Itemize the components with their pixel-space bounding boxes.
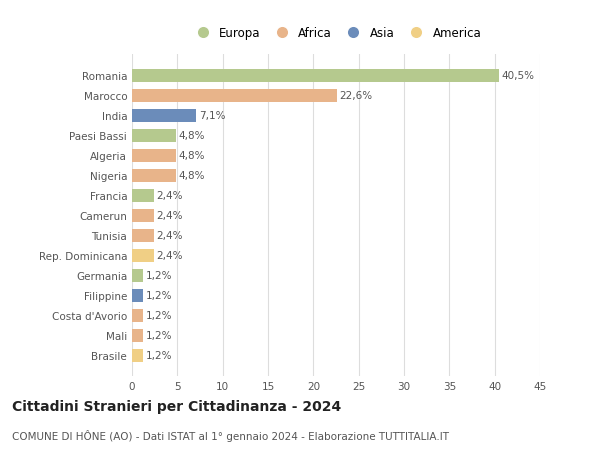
Text: 1,2%: 1,2% [146,270,172,280]
Text: 1,2%: 1,2% [146,350,172,360]
Bar [132,90,337,102]
Text: 4,8%: 4,8% [178,171,205,181]
Text: 1,2%: 1,2% [146,310,172,320]
Bar [132,209,154,222]
Bar [132,309,143,322]
Text: Cittadini Stranieri per Cittadinanza - 2024: Cittadini Stranieri per Cittadinanza - 2… [12,399,341,413]
Text: 4,8%: 4,8% [178,131,205,141]
Bar [132,189,154,202]
Bar [132,70,499,83]
Bar [132,289,143,302]
Bar [132,169,176,182]
Text: 2,4%: 2,4% [157,231,183,241]
Text: 22,6%: 22,6% [340,91,373,101]
Bar [132,349,143,362]
Text: COMUNE DI HÔNE (AO) - Dati ISTAT al 1° gennaio 2024 - Elaborazione TUTTITALIA.IT: COMUNE DI HÔNE (AO) - Dati ISTAT al 1° g… [12,429,449,441]
Bar [132,229,154,242]
Bar [132,329,143,342]
Text: 2,4%: 2,4% [157,211,183,221]
Bar [132,150,176,162]
Bar [132,249,154,262]
Text: 7,1%: 7,1% [199,111,226,121]
Text: 2,4%: 2,4% [157,191,183,201]
Bar [132,269,143,282]
Legend: Europa, Africa, Asia, America: Europa, Africa, Asia, America [186,22,486,45]
Bar [132,129,176,142]
Text: 4,8%: 4,8% [178,151,205,161]
Text: 1,2%: 1,2% [146,291,172,301]
Text: 2,4%: 2,4% [157,251,183,261]
Text: 1,2%: 1,2% [146,330,172,340]
Text: 40,5%: 40,5% [502,71,535,81]
Bar [132,110,196,123]
